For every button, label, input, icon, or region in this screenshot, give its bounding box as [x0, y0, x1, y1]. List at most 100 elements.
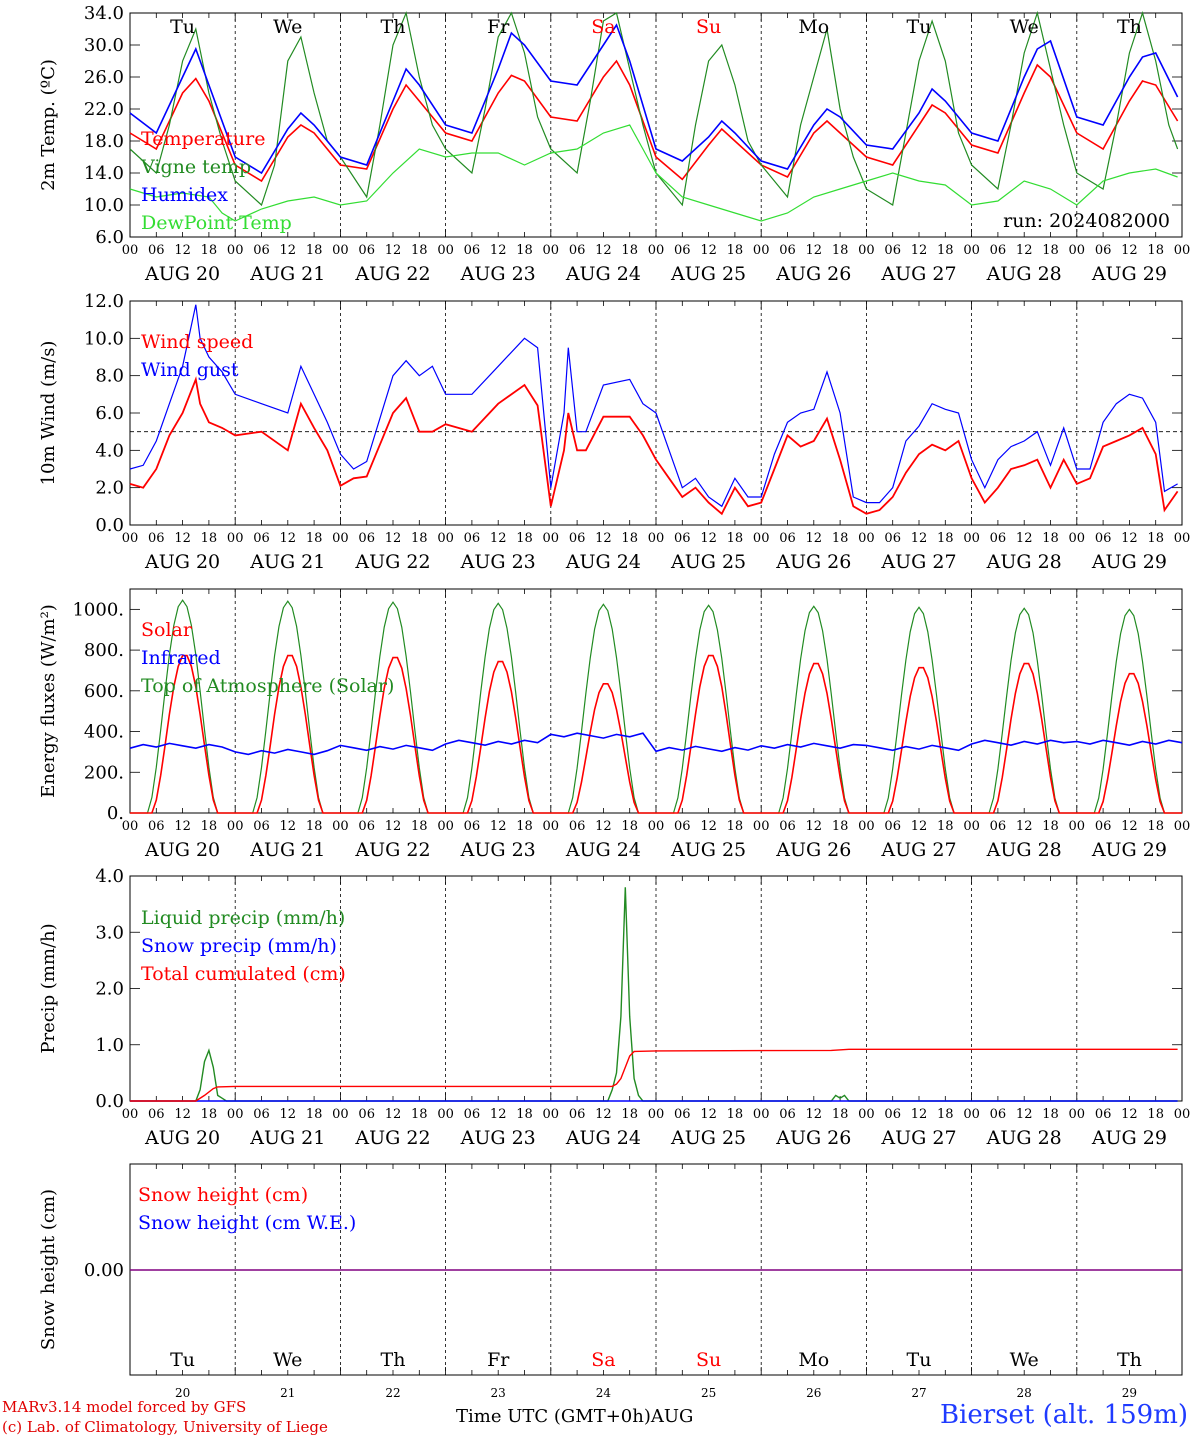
legend-entry: Snow height (cm): [138, 1184, 308, 1206]
hour-tick-label: 00: [543, 819, 560, 834]
hour-tick-label: 06: [674, 1107, 691, 1122]
hour-tick-label: 06: [990, 531, 1007, 546]
hour-tick-label: 00: [648, 819, 665, 834]
hour-tick-label: 00: [1174, 531, 1191, 546]
weekday-label: Su: [696, 16, 721, 38]
date-label: AUG 29: [1091, 263, 1167, 285]
hour-tick-label: 06: [884, 1107, 901, 1122]
date-label: AUG 24: [565, 551, 641, 573]
hour-tick-label: 18: [306, 243, 323, 258]
hour-tick-label: 18: [201, 243, 218, 258]
legend-entry: Solar: [141, 619, 193, 641]
hour-tick-label: 18: [411, 819, 428, 834]
date-label: AUG 20: [144, 839, 220, 861]
hour-tick-label: 12: [595, 243, 612, 258]
hour-tick-label: 18: [727, 819, 744, 834]
date-label: AUG 20: [144, 551, 220, 573]
hour-tick-label: 00: [753, 531, 770, 546]
hour-tick-label: 00: [963, 819, 980, 834]
weekday-label: We: [1010, 1349, 1039, 1371]
hour-tick-label: 06: [253, 243, 270, 258]
run-label: run: 2024082000: [1003, 210, 1170, 232]
date-label: AUG 24: [565, 839, 641, 861]
hour-tick-label: 06: [569, 819, 586, 834]
hour-tick-label: 06: [148, 243, 165, 258]
hour-tick-label: 06: [358, 243, 375, 258]
date-label: AUG 29: [1091, 551, 1167, 573]
date-label: AUG 23: [460, 263, 536, 285]
hour-tick-label: 06: [1095, 531, 1112, 546]
hour-tick-label: 12: [1121, 819, 1138, 834]
legend-entry: Wind gust: [141, 359, 239, 381]
hour-tick-label: 12: [1016, 531, 1033, 546]
hour-tick-label: 18: [832, 1107, 849, 1122]
weekday-label: Sa: [591, 1349, 615, 1371]
hour-tick-label: 18: [1147, 243, 1164, 258]
hour-tick-label: 12: [911, 243, 928, 258]
weekday-label: We: [273, 16, 302, 38]
hour-tick-label: 00: [122, 531, 139, 546]
y-tick-label: 400.: [84, 722, 124, 743]
hour-tick-label: 18: [1042, 531, 1059, 546]
date-label: AUG 29: [1091, 839, 1167, 861]
y-tick-label: 22.0: [84, 99, 124, 120]
hour-tick-label: 18: [937, 1107, 954, 1122]
hour-tick-label: 00: [227, 243, 244, 258]
hour-tick-label: 00: [858, 531, 875, 546]
hour-tick-label: 18: [832, 243, 849, 258]
hour-tick-label: 18: [727, 1107, 744, 1122]
hour-tick-label: 18: [621, 819, 638, 834]
hour-tick-label: 06: [464, 819, 481, 834]
hour-tick-label: 06: [990, 1107, 1007, 1122]
y-tick-label: 10.0: [84, 195, 124, 216]
hour-tick-label: 18: [937, 243, 954, 258]
legend-entry: Humidex: [141, 184, 228, 206]
y-tick-label: 800.: [84, 640, 124, 661]
day-number-label: 20: [175, 1386, 190, 1400]
weekday-label: We: [1010, 16, 1039, 38]
hour-tick-label: 12: [490, 243, 507, 258]
y-tick-label: 0.0: [95, 515, 124, 536]
time-axis-label: Time UTC (GMT+0h)AUG: [456, 1406, 693, 1427]
hour-tick-label: 06: [464, 531, 481, 546]
hour-tick-label: 00: [332, 243, 349, 258]
lab-credit: (c) Lab. of Climatology, University of L…: [2, 1418, 328, 1436]
hour-tick-label: 18: [201, 819, 218, 834]
hour-tick-label: 12: [385, 1107, 402, 1122]
model-credit: MARv3.14 model forced by GFS: [2, 1398, 247, 1416]
legend-entry: Vigne temp: [140, 156, 251, 178]
weekday-label: Tu: [907, 16, 932, 38]
y-axis-title: Snow height (cm): [38, 1189, 59, 1350]
hour-tick-label: 00: [543, 1107, 560, 1122]
hour-tick-label: 12: [490, 819, 507, 834]
hour-tick-label: 06: [884, 531, 901, 546]
hour-tick-label: 00: [1069, 1107, 1086, 1122]
legend-entry: Total cumulated (cm): [141, 963, 346, 985]
date-label: AUG 28: [986, 1127, 1062, 1149]
weekday-label: We: [273, 1349, 302, 1371]
legend-entry: Top of Atmosphere (Solar): [141, 675, 394, 697]
hour-tick-label: 12: [280, 819, 297, 834]
hour-tick-label: 06: [569, 243, 586, 258]
y-tick-label: 10.0: [84, 328, 124, 349]
hour-tick-label: 18: [516, 531, 533, 546]
y-tick-label: 3.0: [95, 922, 124, 943]
hour-tick-label: 06: [1095, 243, 1112, 258]
y-tick-label: 4.0: [95, 866, 124, 887]
hour-tick-label: 00: [227, 819, 244, 834]
hour-tick-label: 18: [201, 531, 218, 546]
hour-tick-label: 00: [753, 1107, 770, 1122]
hour-tick-label: 06: [358, 819, 375, 834]
hour-tick-label: 18: [516, 819, 533, 834]
date-label: AUG 26: [775, 839, 851, 861]
hour-tick-label: 12: [1121, 531, 1138, 546]
hour-tick-label: 06: [779, 243, 796, 258]
hour-tick-label: 12: [1121, 1107, 1138, 1122]
hour-tick-label: 00: [227, 531, 244, 546]
day-number-label: 29: [1122, 1386, 1137, 1400]
hour-tick-label: 00: [437, 819, 454, 834]
y-tick-label: 8.0: [95, 366, 124, 387]
hour-tick-label: 06: [358, 1107, 375, 1122]
hour-tick-label: 00: [648, 243, 665, 258]
hour-tick-label: 00: [963, 531, 980, 546]
